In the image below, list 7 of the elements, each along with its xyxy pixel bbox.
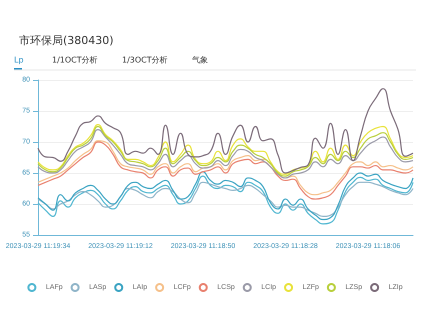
text: Lp (14, 56, 24, 64)
text: 1/3OCT分析 (122, 56, 168, 64)
text: 1/1OCT分析 (52, 56, 98, 64)
text: 气象 (192, 56, 208, 64)
line-series (37, 88, 414, 174)
line-series (37, 182, 414, 217)
chart-title: 市环保局(380430) (19, 34, 114, 47)
